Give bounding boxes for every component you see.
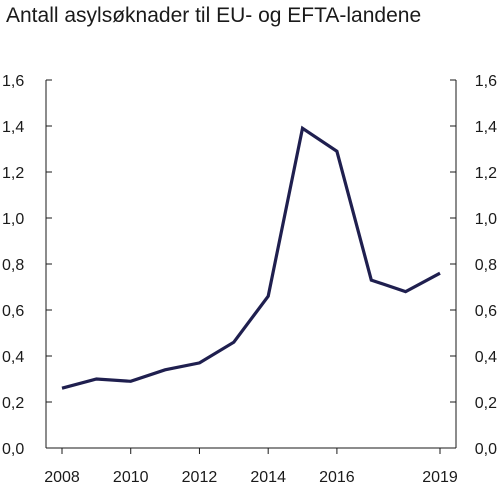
y-tick-label-right: 0,2 xyxy=(475,395,497,412)
y-tick-label-left: 0,8 xyxy=(2,257,24,274)
x-tick-label: 2016 xyxy=(319,469,355,486)
x-tick-label: 2012 xyxy=(182,469,218,486)
y-tick-label-left: 1,6 xyxy=(2,73,24,90)
y-tick-label-right: 1,2 xyxy=(475,165,497,182)
x-tick-label: 2019 xyxy=(422,469,458,486)
series-line xyxy=(61,125,441,390)
chart-tick-labels: 0,0 0,0 0,2 0,2 0,4 0,4 0,6 0,6 0,8 0,8 1,0 1,0 1,2 1… xyxy=(2,73,497,486)
y-tick-label-right: 0,4 xyxy=(475,349,497,366)
x-tick-label: 2008 xyxy=(44,469,80,486)
x-tick-label: 2010 xyxy=(113,469,149,486)
chart-series xyxy=(61,125,441,390)
chart-title: Antall asylsøknader til EU- og EFTA-land… xyxy=(6,4,422,27)
y-tick-label-left: 0,0 xyxy=(2,441,24,458)
y-tick-label-left: 0,6 xyxy=(2,303,24,320)
y-tick-label-right: 0,0 xyxy=(475,441,497,458)
chart-ticks xyxy=(46,79,456,454)
y-tick-label-right: 1,6 xyxy=(475,73,497,90)
y-tick-label-left: 1,4 xyxy=(2,119,24,136)
y-tick-label-right: 0,8 xyxy=(475,257,497,274)
y-tick-label-right: 1,4 xyxy=(475,119,497,136)
y-tick-label-left: 1,0 xyxy=(2,211,24,228)
y-tick-label-left: 0,2 xyxy=(2,395,24,412)
y-tick-label-left: 0,4 xyxy=(2,349,24,366)
chart-axes xyxy=(45,80,457,449)
y-tick-label-right: 0,6 xyxy=(475,303,497,320)
y-tick-label-left: 1,2 xyxy=(2,165,24,182)
x-tick-label: 2014 xyxy=(250,469,286,486)
y-tick-label-right: 1,0 xyxy=(475,211,497,228)
